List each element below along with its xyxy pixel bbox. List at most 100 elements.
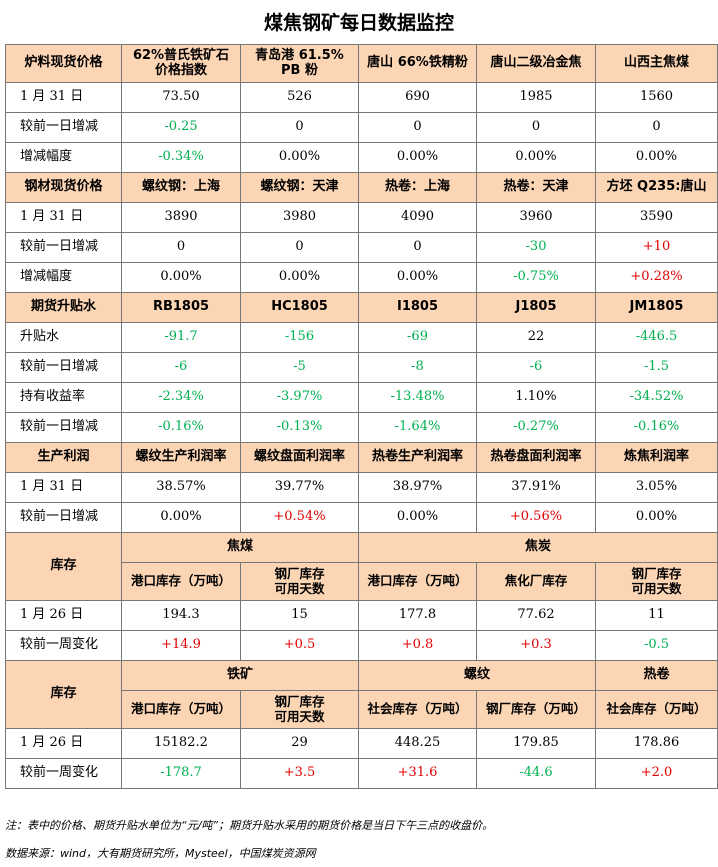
column-header: 热卷盘面利润率	[476, 442, 596, 473]
value-cell: 179.85	[476, 728, 596, 759]
value-cell: 0	[240, 112, 359, 143]
column-header: 钢厂库存 可用天数	[240, 690, 359, 729]
section-header-row: 炉料现货价格 62%普氏铁矿石 价格指数 青岛港 61.5% PB 粉唐山 66%铁精粉…	[5, 44, 718, 83]
row-label: 增减幅度	[5, 142, 122, 173]
column-header: 唐山 66%铁精粉	[358, 44, 477, 83]
value-cell: -0.13%	[240, 412, 359, 443]
value-cell: 0.00%	[121, 262, 241, 293]
value-cell: 0.00%	[358, 142, 477, 173]
value-cell: 3960	[476, 202, 596, 233]
row-label: 1 月 31 日	[5, 472, 122, 503]
row-label: 1 月 26 日	[5, 600, 122, 631]
value-cell: 1985	[476, 82, 596, 113]
value-cell: 0.00%	[240, 142, 359, 173]
value-cell: +0.5	[240, 630, 359, 661]
table-row: 增减幅度 -0.34% 0.00% 0.00% 0.00% 0.00%	[5, 142, 718, 173]
column-header: JM1805	[595, 292, 718, 323]
value-cell: -0.16%	[121, 412, 241, 443]
column-header: 炼焦利润率	[595, 442, 718, 473]
table-row: 较前一日增减 -6 -5 -8 -6 -1.5	[5, 352, 718, 383]
section-header-row: 港口库存（万吨） 钢厂库存 可用天数 社会库存（万吨） 钢厂库存（万吨） 社会库存（万吨）	[6, 690, 718, 729]
section-label: 库存	[5, 660, 122, 729]
table-row: 较前一日增减 -0.16% -0.13% -1.64% -0.27% -0.16%	[5, 412, 718, 443]
value-cell: -0.34%	[121, 142, 241, 173]
value-cell: 194.3	[121, 600, 241, 631]
value-cell: -8	[358, 352, 477, 383]
table-row: 增减幅度 0.00% 0.00% 0.00% -0.75% +0.28%	[5, 262, 718, 293]
value-cell: 4090	[358, 202, 477, 233]
section-label: 库存	[5, 532, 122, 601]
column-header: 螺纹钢：天津	[240, 172, 359, 203]
row-label: 较前一日增减	[5, 412, 122, 443]
table-row: 持有收益率 -2.34% -3.97% -13.48% 1.10% -34.52%	[5, 382, 718, 413]
value-cell: 39.77%	[240, 472, 359, 503]
value-cell: -0.75%	[476, 262, 596, 293]
column-header: 螺纹生产利润率	[121, 442, 241, 473]
value-cell: 448.25	[358, 728, 477, 759]
table-row: 较前一日增减 0 0 0 -30 +10	[5, 232, 718, 263]
value-cell: -34.52%	[595, 382, 718, 413]
value-cell: 77.62	[476, 600, 596, 631]
value-cell: 1.10%	[476, 382, 596, 413]
section-header-row: 期货升贴水 RB1805 HC1805 I1805 J1805 JM1805	[5, 292, 718, 323]
table-row: 较前一日增减 -0.25 0 0 0 0	[5, 112, 718, 143]
value-cell: 73.50	[121, 82, 241, 113]
column-header: 螺纹盘面利润率	[240, 442, 359, 473]
value-cell: 0.00%	[121, 502, 241, 533]
section-header-row: 钢材现货价格 螺纹钢：上海 螺纹钢：天津 热卷：上海 热卷：天津 方坯 Q235:唐山	[5, 172, 718, 203]
table-row: 较前一日增减 0.00% +0.54% 0.00% +0.56% 0.00%	[5, 502, 718, 533]
value-cell: 0.00%	[240, 262, 359, 293]
column-header: RB1805	[121, 292, 241, 323]
value-cell: +31.6	[358, 758, 477, 789]
column-header: 青岛港 61.5% PB 粉	[240, 44, 359, 83]
group-header: 焦炭	[358, 532, 718, 563]
section-header-row: 库存 焦煤 焦炭	[5, 532, 718, 601]
column-header: 唐山二级冶金焦	[476, 44, 596, 83]
section-header-row: 生产利润 螺纹生产利润率 螺纹盘面利润率 热卷生产利润率 热卷盘面利润率 炼焦利润率	[5, 442, 718, 473]
value-cell: 0.00%	[358, 262, 477, 293]
table-row: 1 月 31 日 73.50 526 690 1985 1560	[5, 82, 718, 113]
column-header: 62%普氏铁矿石 价格指数	[121, 44, 241, 83]
value-cell: 0	[121, 232, 241, 263]
table-row: 升贴水 -91.7 -156 -69 22 -446.5	[5, 322, 718, 353]
row-label: 1 月 31 日	[5, 202, 122, 233]
column-header: 港口库存（万吨）	[121, 690, 241, 729]
section-label: 炉料现货价格	[5, 44, 122, 83]
column-header: 方坯 Q235:唐山	[595, 172, 718, 203]
value-cell: +0.28%	[595, 262, 718, 293]
value-cell: -5	[240, 352, 359, 383]
value-cell: 11	[595, 600, 718, 631]
value-cell: 38.57%	[121, 472, 241, 503]
value-cell: -30	[476, 232, 596, 263]
value-cell: -1.5	[595, 352, 718, 383]
value-cell: -91.7	[121, 322, 241, 353]
column-header: 热卷生产利润率	[358, 442, 477, 473]
column-header: 社会库存（万吨）	[358, 690, 477, 729]
column-header: 港口库存（万吨）	[358, 562, 477, 601]
value-cell: -0.27%	[476, 412, 596, 443]
value-cell: -44.6	[476, 758, 596, 789]
column-header: 钢厂库存（万吨）	[476, 690, 596, 729]
data-table: 炉料现货价格 62%普氏铁矿石 价格指数 青岛港 61.5% PB 粉唐山 66%铁精粉…	[5, 44, 718, 789]
value-cell: 1560	[595, 82, 718, 113]
group-header: 螺纹	[358, 660, 596, 691]
value-cell: +0.8	[358, 630, 477, 661]
value-cell: 0	[240, 232, 359, 263]
value-cell: 0	[358, 112, 477, 143]
value-cell: 3980	[240, 202, 359, 233]
table-row: 1 月 31 日 38.57% 39.77% 38.97% 37.91% 3.05%	[5, 472, 718, 503]
value-cell: 0.00%	[595, 502, 718, 533]
value-cell: 0	[595, 112, 718, 143]
row-label: 较前一日增减	[5, 112, 122, 143]
group-header: 热卷	[595, 660, 718, 691]
column-header: 热卷：上海	[358, 172, 477, 203]
value-cell: 3590	[595, 202, 718, 233]
value-cell: 22	[476, 322, 596, 353]
value-cell: 29	[240, 728, 359, 759]
value-cell: +0.54%	[240, 502, 359, 533]
column-header: HC1805	[240, 292, 359, 323]
value-cell: 15182.2	[121, 728, 241, 759]
section-header-row: 库存 铁矿 螺纹 热卷	[5, 660, 718, 729]
value-cell: 0	[476, 112, 596, 143]
value-cell: -3.97%	[240, 382, 359, 413]
